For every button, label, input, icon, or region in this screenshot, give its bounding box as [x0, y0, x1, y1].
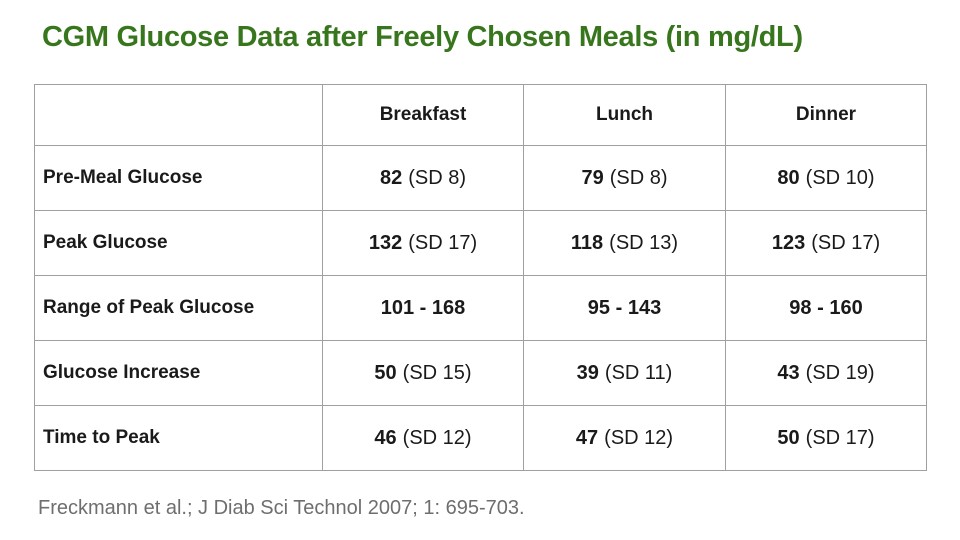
cell-sd: (SD 15) [402, 361, 472, 384]
row-label: Time to Peak [34, 405, 323, 471]
glucose-data-table: Breakfast Lunch Dinner Pre-Meal Glucose … [34, 84, 927, 471]
table-row-glucose-increase: Glucose Increase 50 (SD 15) 39 (SD 11) 43(… [34, 340, 927, 406]
cell-value: 101 - 168 [380, 296, 466, 319]
header-row: Breakfast Lunch Dinner [34, 84, 927, 146]
column-header-breakfast: Breakfast [322, 84, 524, 146]
column-header-lunch: Lunch [523, 84, 726, 146]
cell-sd: (SD 12) [604, 426, 674, 449]
column-header-dinner: Dinner [725, 84, 927, 146]
cell-sd: (SD 17) [811, 231, 881, 254]
cell-value: 80 [777, 166, 800, 189]
table-cell: 47 (SD 12) [523, 405, 726, 471]
cell-sd: (SD 10) [805, 166, 875, 189]
page-title: CGM Glucose Data after Freely Chosen Mea… [42, 21, 803, 53]
table-cell: 123 (SD 17) [725, 210, 927, 276]
cell-value: 79 [581, 166, 604, 189]
cell-value: 95 - 143 [587, 296, 662, 319]
cell-sd: (SD 13) [609, 231, 679, 254]
row-label: Peak Glucose [34, 210, 323, 276]
row-label: Range of Peak Glucose [34, 275, 323, 341]
cell-value: 39 [576, 361, 599, 384]
table-cell: 80 (SD 10) [725, 145, 927, 211]
cell-value: 123 [771, 231, 806, 254]
cell-sd: (SD 19) [805, 361, 875, 384]
cell-value: 82 [379, 166, 403, 189]
table-cell: 50 (SD 17) [725, 405, 927, 471]
table-cell: 98 - 160 [725, 275, 927, 341]
table-cell: 132 (SD 17) [322, 210, 524, 276]
cell-sd: (SD 17) [805, 426, 875, 449]
cell-sd: (SD 17) [408, 231, 478, 254]
table-row-pre-meal-glucose: Pre-Meal Glucose 82 (SD 8) 79 (SD 8) 80 (SD… [34, 145, 927, 211]
table-cell: 95 - 143 [523, 275, 726, 341]
table-cell: 50 (SD 15) [322, 340, 524, 406]
row-label: Pre-Meal Glucose [34, 145, 323, 211]
table-cell: 39 (SD 11) [523, 340, 726, 406]
table-cell: 79 (SD 8) [523, 145, 726, 211]
table-cell: 46 (SD 12) [322, 405, 524, 471]
corner-cell [34, 84, 323, 146]
cell-sd: (SD 11) [604, 361, 673, 384]
table-row-peak-glucose: Peak Glucose 132 (SD 17) 118 (SD 13) 123 (S… [34, 210, 927, 276]
table-cell: 82 (SD 8) [322, 145, 524, 211]
cell-value: 50 [777, 426, 800, 449]
table-row-time-to-peak: Time to Peak 46 (SD 12) 47 (SD 12) 50 (SD 1… [34, 405, 927, 471]
cell-value: 132 [368, 231, 403, 254]
cell-value: 98 - 160 [789, 296, 863, 319]
cell-sd: (SD 8) [609, 166, 668, 189]
table-cell: 101 - 168 [322, 275, 524, 341]
table-cell: 118 (SD 13) [523, 210, 726, 276]
cell-sd: (SD 12) [402, 426, 472, 449]
table-row-range-of-peak-glucose: Range of Peak Glucose 101 - 168 95 - 143… [34, 275, 927, 341]
table-cell: 43 (SD 19) [725, 340, 927, 406]
cell-sd: (SD 8) [408, 166, 467, 189]
cell-value: 47 [575, 426, 599, 449]
cell-value: 50 [374, 361, 397, 384]
citation-text: Freckmann et al.; J Diab Sci Technol 200… [38, 497, 525, 519]
cell-value: 46 [374, 426, 397, 449]
row-label: Glucose Increase [34, 340, 323, 406]
cell-value: 43 [777, 361, 800, 384]
cell-value: 118 [570, 231, 604, 254]
